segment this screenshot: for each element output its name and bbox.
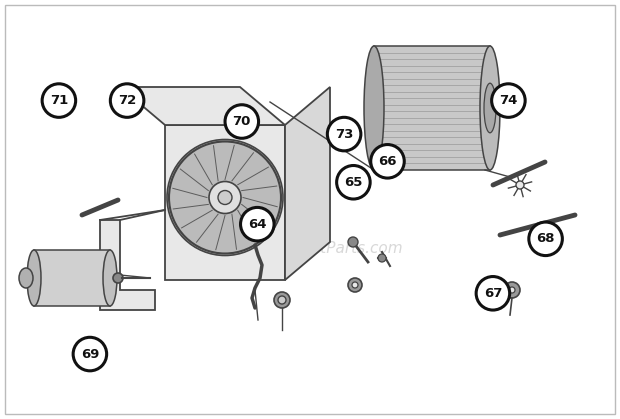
Circle shape	[529, 222, 562, 256]
Text: 65: 65	[344, 176, 363, 189]
Circle shape	[218, 191, 232, 204]
Text: 71: 71	[50, 94, 68, 107]
Text: 70: 70	[232, 115, 251, 128]
FancyBboxPatch shape	[34, 250, 110, 306]
Circle shape	[492, 84, 525, 117]
Circle shape	[278, 296, 286, 304]
Text: 69: 69	[81, 347, 99, 361]
Ellipse shape	[364, 46, 384, 170]
Circle shape	[327, 117, 361, 151]
Ellipse shape	[19, 268, 33, 288]
Polygon shape	[100, 220, 155, 310]
Text: 72: 72	[118, 94, 136, 107]
Ellipse shape	[480, 46, 500, 170]
FancyBboxPatch shape	[374, 46, 490, 170]
Ellipse shape	[484, 83, 496, 133]
Circle shape	[476, 277, 510, 310]
Circle shape	[504, 282, 520, 298]
Ellipse shape	[113, 273, 123, 283]
Circle shape	[337, 166, 370, 199]
Circle shape	[225, 105, 259, 138]
Text: 74: 74	[499, 94, 518, 107]
Circle shape	[209, 181, 241, 214]
Circle shape	[73, 337, 107, 371]
Text: 64: 64	[248, 217, 267, 231]
Polygon shape	[120, 87, 285, 125]
Circle shape	[274, 292, 290, 308]
Circle shape	[241, 207, 274, 241]
Text: 66: 66	[378, 155, 397, 168]
Circle shape	[348, 237, 358, 247]
Text: 67: 67	[484, 287, 502, 300]
Ellipse shape	[103, 250, 117, 306]
Ellipse shape	[27, 250, 41, 306]
Text: 68: 68	[536, 232, 555, 246]
Circle shape	[516, 181, 524, 189]
Circle shape	[378, 254, 386, 262]
Circle shape	[42, 84, 76, 117]
Polygon shape	[165, 125, 285, 280]
Circle shape	[110, 84, 144, 117]
Circle shape	[352, 282, 358, 288]
Circle shape	[371, 145, 404, 178]
Polygon shape	[285, 87, 330, 280]
Circle shape	[509, 287, 515, 293]
Text: eReplacementParts.com: eReplacementParts.com	[216, 241, 404, 256]
Circle shape	[348, 278, 362, 292]
Circle shape	[167, 140, 283, 256]
Text: 73: 73	[335, 127, 353, 141]
